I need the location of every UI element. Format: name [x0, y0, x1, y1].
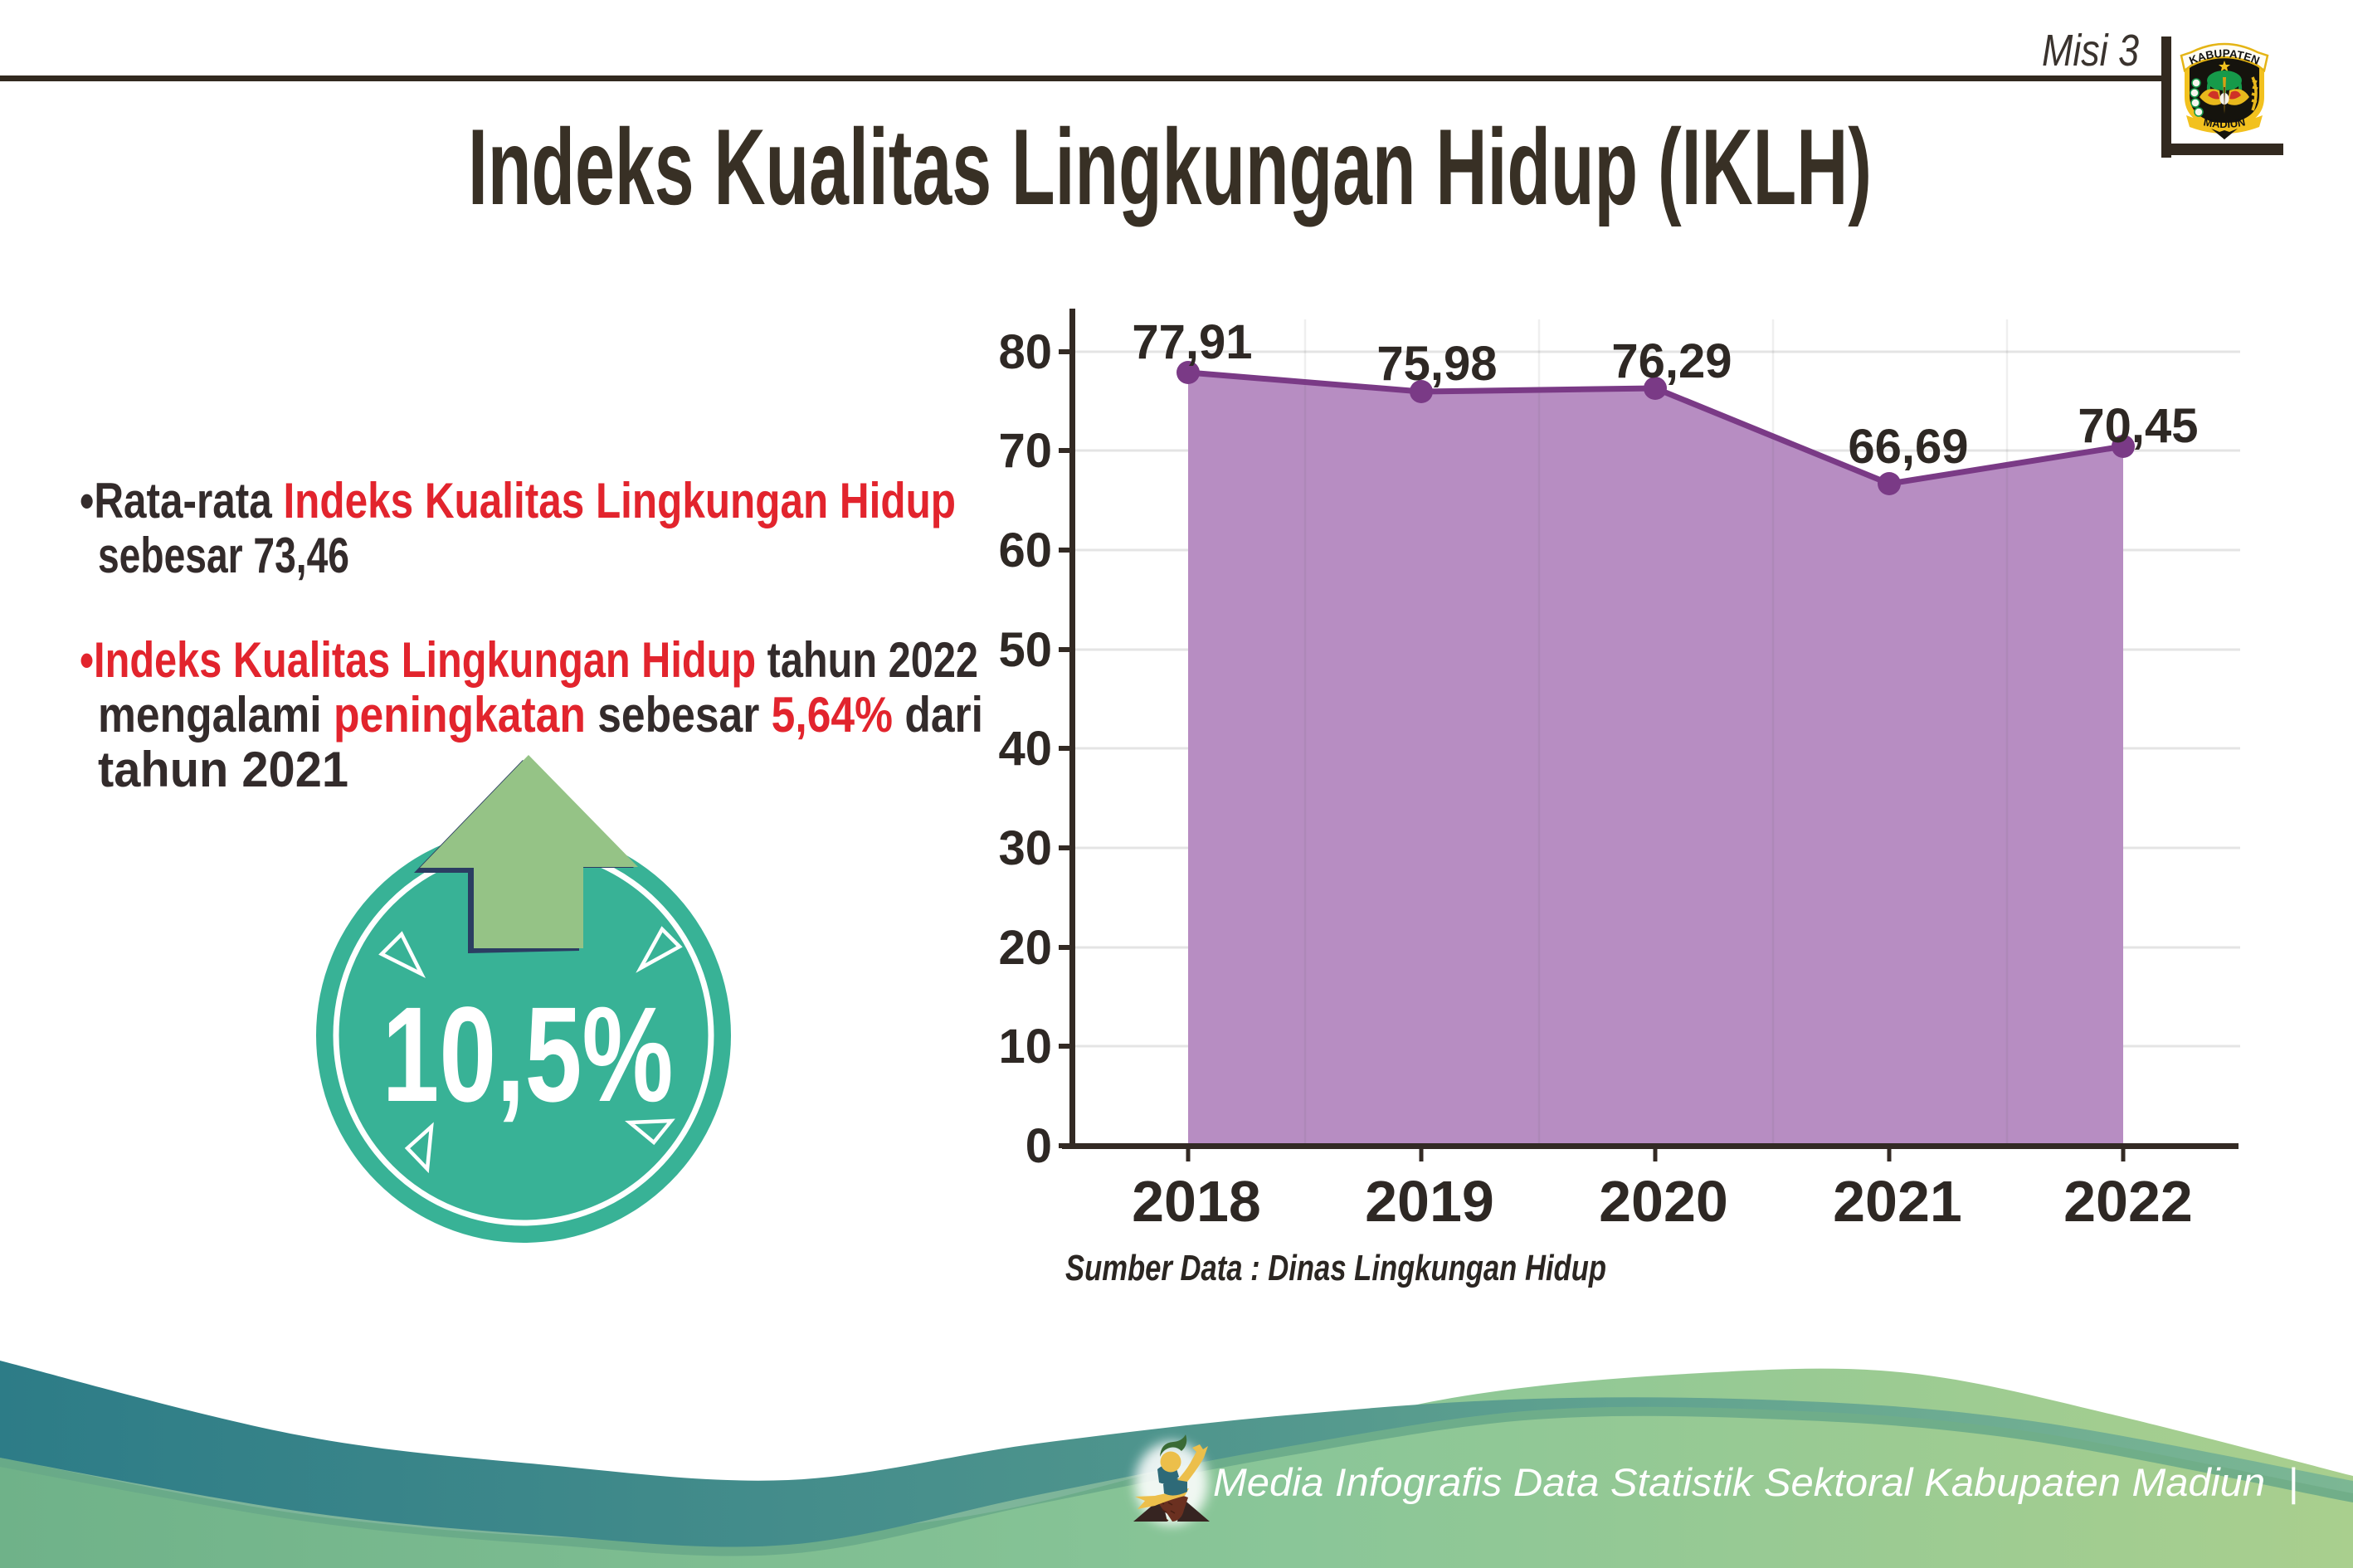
svg-text:2020: 2020 — [1599, 1169, 1728, 1234]
svg-text:80: 80 — [998, 325, 1052, 379]
svg-text:sebesar 73,46: sebesar 73,46 — [98, 528, 349, 583]
svg-text:2021: 2021 — [1833, 1169, 1962, 1234]
svg-text:10: 10 — [998, 1020, 1052, 1074]
svg-text:40: 40 — [998, 722, 1052, 776]
svg-text:tahun 2021: tahun 2021 — [98, 742, 348, 797]
svg-text:Media Infografis Data Statisti: Media Infografis Data Statistik Sektoral… — [1213, 1460, 2298, 1504]
svg-text:MADIUN: MADIUN — [2203, 115, 2247, 130]
svg-text:10,5%: 10,5% — [382, 978, 674, 1130]
svg-text:•Rata-rata Indeks Kualitas Lin: •Rata-rata Indeks Kualitas Lingkungan Hi… — [80, 473, 956, 528]
svg-text:30: 30 — [998, 821, 1052, 875]
svg-text:60: 60 — [998, 523, 1052, 577]
svg-text:2019: 2019 — [1365, 1169, 1494, 1234]
svg-text:KABUPATEN: KABUPATEN — [2187, 47, 2261, 67]
svg-text:50: 50 — [998, 623, 1052, 677]
svg-text:70,45: 70,45 — [2078, 399, 2198, 453]
svg-text:20: 20 — [998, 921, 1052, 975]
svg-text:Indeks Kualitas Lingkungan Hid: Indeks Kualitas Lingkungan Hidup (IKLH) — [468, 106, 1872, 227]
svg-text:Sumber Data : Dinas Lingkungan: Sumber Data : Dinas Lingkungan Hidup — [1065, 1248, 1606, 1288]
svg-text:70: 70 — [998, 424, 1052, 478]
svg-text:mengalami peningkatan sebesar: mengalami peningkatan sebesar 5,64% dari — [98, 687, 983, 743]
svg-text:•Indeks Kualitas Lingkungan Hi: •Indeks Kualitas Lingkungan Hidup tahun … — [80, 632, 978, 688]
svg-text:75,98: 75,98 — [1376, 337, 1497, 391]
svg-text:76,29: 76,29 — [1611, 334, 1732, 388]
svg-text:0: 0 — [1025, 1119, 1052, 1173]
svg-text:77,91: 77,91 — [1132, 315, 1252, 369]
svg-text:66,69: 66,69 — [1848, 420, 1968, 474]
svg-text:2022: 2022 — [2063, 1169, 2193, 1234]
svg-text:Misi 3: Misi 3 — [2042, 26, 2139, 75]
svg-text:2018: 2018 — [1132, 1169, 1261, 1234]
